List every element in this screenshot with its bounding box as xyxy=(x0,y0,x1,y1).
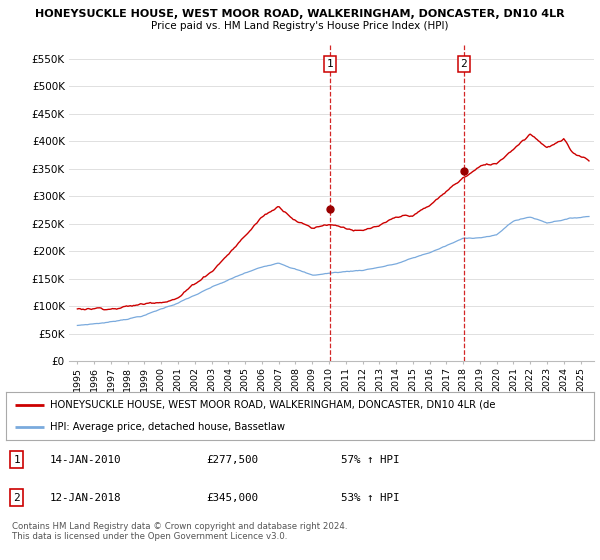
Text: Contains HM Land Registry data © Crown copyright and database right 2024.
This d: Contains HM Land Registry data © Crown c… xyxy=(12,522,347,542)
Text: 53% ↑ HPI: 53% ↑ HPI xyxy=(341,493,400,502)
Text: 1: 1 xyxy=(326,59,333,69)
Text: 12-JAN-2018: 12-JAN-2018 xyxy=(50,493,122,502)
Text: HPI: Average price, detached house, Bassetlaw: HPI: Average price, detached house, Bass… xyxy=(50,422,285,432)
Text: HONEYSUCKLE HOUSE, WEST MOOR ROAD, WALKERINGHAM, DONCASTER, DN10 4LR: HONEYSUCKLE HOUSE, WEST MOOR ROAD, WALKE… xyxy=(35,9,565,19)
Text: 2: 2 xyxy=(460,59,467,69)
Text: 57% ↑ HPI: 57% ↑ HPI xyxy=(341,455,400,465)
Text: 2: 2 xyxy=(13,493,20,502)
Text: £277,500: £277,500 xyxy=(206,455,258,465)
Text: HONEYSUCKLE HOUSE, WEST MOOR ROAD, WALKERINGHAM, DONCASTER, DN10 4LR (de: HONEYSUCKLE HOUSE, WEST MOOR ROAD, WALKE… xyxy=(50,400,496,410)
Text: £345,000: £345,000 xyxy=(206,493,258,502)
Text: Price paid vs. HM Land Registry's House Price Index (HPI): Price paid vs. HM Land Registry's House … xyxy=(151,21,449,31)
Text: 14-JAN-2010: 14-JAN-2010 xyxy=(50,455,122,465)
Text: 1: 1 xyxy=(13,455,20,465)
